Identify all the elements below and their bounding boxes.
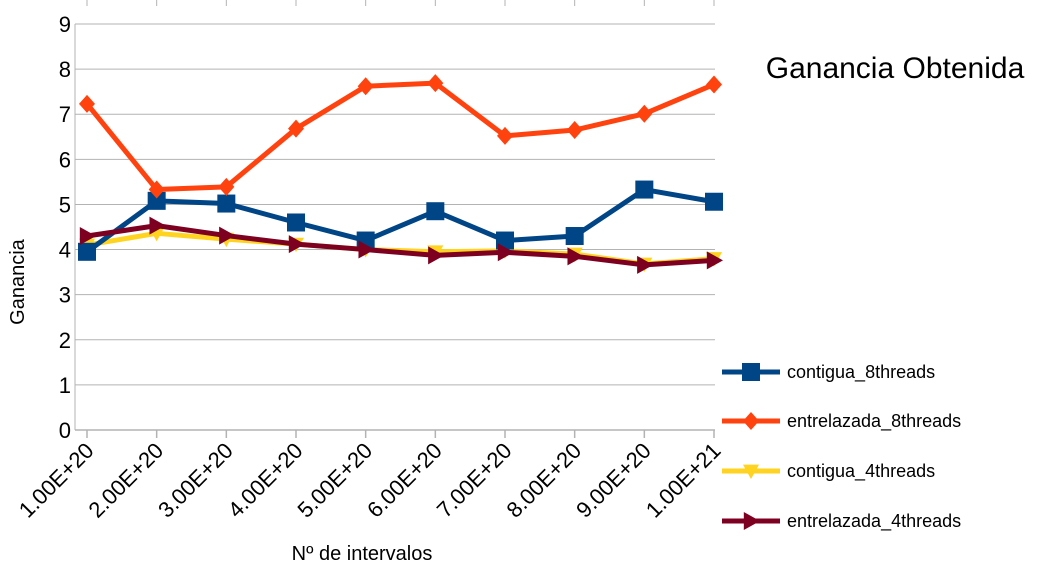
- series-line: [85, 80, 715, 193]
- marker-square: [147, 191, 166, 210]
- marker-diamond: [427, 74, 444, 93]
- y-axis-title: Ganancia: [7, 238, 29, 324]
- marker-triangle-right: [428, 246, 445, 265]
- y-tick-label: 4: [59, 238, 71, 263]
- axes: [74, 0, 715, 438]
- marker-triangle-right: [219, 226, 236, 245]
- x-tick-label: 9.00E+20: [571, 438, 656, 523]
- x-tick-label: 8.00E+20: [501, 438, 586, 523]
- legend-item: contigua_4threads: [722, 461, 935, 482]
- marker-triangle-right: [149, 216, 166, 235]
- marker-triangle-right: [497, 243, 514, 262]
- x-tick-label: 2.00E+20: [83, 438, 168, 523]
- x-axis-title: Nº de intervalos: [292, 543, 433, 565]
- series-lines: [78, 74, 723, 274]
- marker-square: [635, 180, 654, 199]
- x-tick-label: 3.00E+20: [153, 438, 238, 523]
- marker-square: [565, 227, 584, 246]
- x-tick-label: 1.00E+20: [14, 438, 99, 523]
- y-tick-label: 8: [59, 57, 71, 82]
- x-tick-label: 6.00E+20: [362, 438, 447, 523]
- y-tick-label: 0: [59, 418, 71, 443]
- series-contigua_8threads: [78, 180, 723, 261]
- x-tick-label: 4.00E+20: [223, 438, 308, 523]
- marker-diamond: [636, 104, 653, 123]
- marker-square: [705, 192, 723, 211]
- y-tick-label: 5: [59, 192, 71, 217]
- legend-item: entrelazada_8threads: [722, 411, 961, 432]
- legend-item: contigua_8threads: [722, 362, 935, 383]
- y-tick-label: 2: [59, 328, 71, 353]
- marker-square: [217, 194, 236, 213]
- marker-diamond: [218, 177, 235, 196]
- series-line: [85, 187, 715, 254]
- marker-triangle-right: [79, 227, 96, 246]
- marker-triangle-right: [637, 255, 654, 274]
- marker-square: [78, 242, 96, 261]
- y-tick-label: 1: [59, 373, 71, 398]
- legend: contigua_8threads entrelazada_8threadscon…: [722, 362, 961, 532]
- y-tick-label: 6: [59, 147, 71, 172]
- y-tick-label: 3: [59, 283, 71, 308]
- legend-item: entrelazada_4threads: [722, 511, 961, 532]
- marker-diamond: [79, 94, 95, 113]
- marker-triangle-down: [743, 464, 759, 479]
- marker-diamond: [743, 412, 759, 430]
- y-tick-label: 7: [59, 102, 71, 127]
- marker-triangle-right: [358, 240, 375, 259]
- marker-diamond: [706, 75, 722, 94]
- x-tick-label: 5.00E+20: [292, 438, 377, 523]
- marker-square: [742, 363, 760, 381]
- marker-triangle-right: [567, 247, 584, 266]
- marker-triangle-right: [706, 251, 723, 270]
- marker-diamond: [566, 121, 583, 140]
- y-tick-labels: 0 1 2 3 4 5 6 7 8 9: [59, 12, 71, 443]
- marker-triangle-right: [288, 235, 305, 254]
- marker-square: [287, 213, 305, 232]
- marker-diamond: [357, 77, 374, 96]
- x-tick-labels: 1.00E+202.00E+203.00E+204.00E+205.00E+20…: [14, 438, 726, 523]
- marker-diamond: [288, 119, 304, 138]
- legend-label: entrelazada_8threads: [787, 411, 961, 432]
- series-entrelazada_4threads: [79, 216, 723, 274]
- y-tick-label: 9: [59, 12, 71, 37]
- marker-square: [426, 202, 445, 221]
- x-tick-label: 1.00E+21: [641, 438, 726, 523]
- series-entrelazada_8threads: [79, 74, 722, 199]
- legend-label: entrelazada_4threads: [787, 511, 961, 532]
- legend-label: contigua_8threads: [787, 362, 935, 383]
- x-tick-label: 7.00E+20: [432, 438, 517, 523]
- legend-label: contigua_4threads: [787, 461, 935, 482]
- marker-diamond: [497, 126, 513, 145]
- series-line: [86, 223, 715, 268]
- marker-triangle-right: [743, 512, 760, 530]
- chart-title: Ganancia Obtenida: [766, 52, 1025, 85]
- marker-diamond: [148, 180, 165, 199]
